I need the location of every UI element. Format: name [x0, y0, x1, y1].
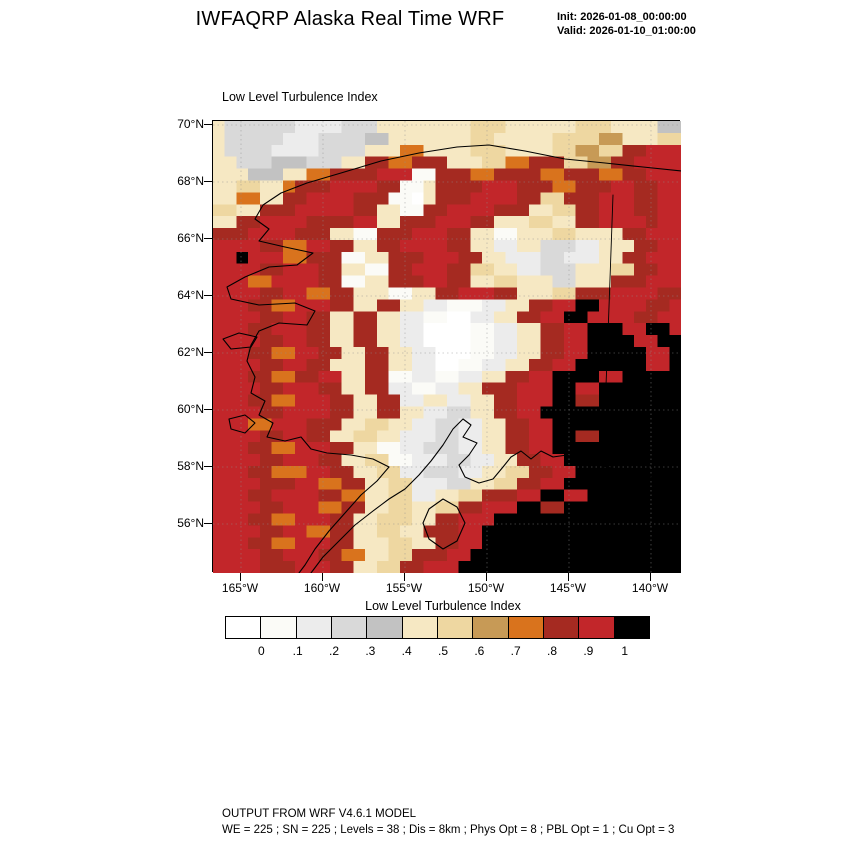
- init-time: Init: 2026-01-08_00:00:00: [557, 11, 687, 23]
- x-axis-tick: [486, 573, 488, 581]
- colorbar-segment: [436, 616, 474, 639]
- colorbar-tick-label: 0: [257, 644, 265, 658]
- valid-time: Valid: 2026-01-10_01:00:00: [557, 25, 696, 37]
- colorbar-segment: [507, 616, 544, 639]
- colorbar-tick-label: .3: [365, 644, 376, 658]
- y-tick-label: 62°N: [177, 345, 204, 359]
- x-tick-label: 145°W: [549, 581, 587, 595]
- colorbar-segment: [542, 616, 580, 639]
- y-axis-tick: [204, 295, 212, 297]
- colorbar-tick-label: 1: [621, 644, 628, 658]
- colorbar-tick-label: .5: [437, 644, 449, 658]
- y-tick-label: 64°N: [177, 288, 204, 302]
- y-axis-tick: [204, 181, 212, 183]
- y-tick-label: 58°N: [177, 459, 204, 473]
- y-tick-label: 66°N: [177, 231, 204, 245]
- canada-border-line: [604, 194, 614, 410]
- colorbar-ticks: 0 .1 .2 .3 .4 .5 .6 .7 .8 .9 1: [225, 644, 661, 660]
- colorbar-segment: [613, 616, 650, 639]
- footer-line1: OUTPUT FROM WRF V4.6.1 MODEL: [222, 808, 417, 820]
- field-label: Low Level Turbulence Index: [222, 90, 378, 104]
- footer-line2: WE = 225 ; SN = 225 ; Levels = 38 ; Dis …: [222, 824, 675, 836]
- colorbar-tick-label: .7: [510, 644, 521, 658]
- colorbar-segment: [330, 616, 368, 639]
- colorbar-tick-label: .8: [546, 644, 558, 658]
- colorbar-segment: [578, 616, 615, 639]
- st-lawrence-island: [222, 332, 258, 350]
- x-axis-tick: [404, 573, 406, 581]
- colorbar: [225, 616, 663, 639]
- x-axis-tick: [322, 573, 324, 581]
- run-times: Init: 2026-01-08_00:00:00 Valid: 2026-01…: [557, 10, 696, 38]
- y-axis-tick: [204, 466, 212, 468]
- map-frame: [212, 120, 681, 573]
- colorbar-segment: [225, 616, 262, 639]
- colorbar-segment: [401, 616, 438, 639]
- y-tick-label: 60°N: [177, 402, 204, 416]
- nunivak-island: [228, 414, 256, 434]
- raster-field: [213, 121, 681, 573]
- x-tick-label: 155°W: [385, 581, 423, 595]
- x-axis-tick: [568, 573, 570, 581]
- y-axis-tick: [204, 124, 212, 126]
- colorbar-title: Low Level Turbulence Index: [365, 599, 521, 613]
- x-tick-label: 160°W: [303, 581, 341, 595]
- y-axis-tick: [204, 523, 212, 525]
- x-axis-tick: [240, 573, 242, 581]
- x-tick-label: 165°W: [221, 581, 259, 595]
- colorbar-segment: [366, 616, 403, 639]
- page-title: IWFAQRP Alaska Real Time WRF: [195, 8, 505, 30]
- colorbar-tick-label: .6: [474, 644, 485, 658]
- coastline-north-west: [226, 144, 681, 573]
- y-tick-label: 56°N: [177, 516, 204, 530]
- colorbar-tick-label: .4: [401, 644, 412, 658]
- colorbar-tick-label: .1: [292, 644, 303, 658]
- coastline: [222, 144, 681, 573]
- colorbar-segment: [260, 616, 297, 639]
- colorbar-tick-label: .2: [328, 644, 340, 658]
- y-tick-label: 68°N: [177, 174, 204, 188]
- colorbar-segment: [295, 616, 332, 639]
- y-axis-tick: [204, 409, 212, 411]
- x-tick-label: 150°W: [467, 581, 505, 595]
- colorbar-tick-label: .9: [583, 644, 594, 658]
- kodiak-island: [422, 498, 466, 550]
- x-axis-tick: [650, 573, 652, 581]
- latlon-gridlines: [213, 121, 681, 573]
- footer: OUTPUT FROM WRF V4.6.1 MODEL WE = 225 ; …: [222, 806, 674, 838]
- y-tick-label: 70°N: [177, 117, 204, 131]
- x-tick-label: 140°W: [631, 581, 669, 595]
- colorbar-segment: [472, 616, 509, 639]
- turbulence-map: [213, 121, 681, 573]
- coastline-south: [310, 418, 681, 573]
- y-axis-tick: [204, 238, 212, 240]
- y-axis-tick: [204, 352, 212, 354]
